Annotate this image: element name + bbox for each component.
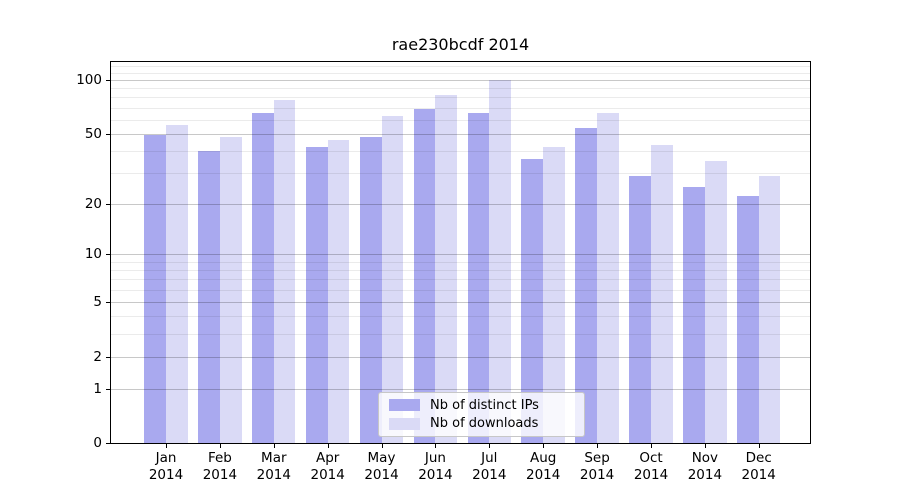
y-tick-label-0: 0 [93,435,102,451]
grid-layer [111,62,810,443]
y-tick-mark-50 [106,133,110,135]
bar-distinct-ips-dec [737,196,759,443]
x-tick-label-mar: Mar 2014 [256,450,291,483]
bar-distinct-ips-mar [252,113,274,443]
chart-title: rae230bcdf 2014 [391,35,530,54]
bar-distinct-ips-may [359,136,382,443]
x-tick-mark-jun [435,444,437,448]
bar-distinct-ips-feb [198,150,220,443]
major-gridline-20 [111,203,810,205]
minor-gridline-80 [111,97,810,99]
minor-gridline-9 [111,261,810,263]
bar-distinct-ips-aug [521,159,544,443]
legend-label-downloads: Nb of downloads [430,416,539,432]
minor-gridline-3 [111,334,810,335]
major-gridline-1 [111,388,810,390]
bar-distinct-ips-apr [305,147,328,443]
bar-distinct-ips-oct [629,175,651,443]
x-tick-label-jul: Jul 2014 [472,450,507,483]
major-gridline-2 [111,356,810,358]
x-tick-mark-may [381,444,383,448]
minor-gridline-30 [111,172,810,174]
bar-downloads-dec [758,175,781,443]
bar-downloads-jul [489,80,511,443]
bar-distinct-ips-jan [144,135,166,443]
x-tick-mark-nov [704,444,706,448]
y-tick-label-2: 2 [93,348,102,365]
y-tick-mark-100 [106,80,110,81]
bar-downloads-jun [435,94,458,443]
y-tick-mark-2 [106,356,110,358]
y-tick-mark-5 [106,302,110,304]
y-tick-label-1: 1 [93,380,102,397]
minor-gridline-40 [111,150,810,152]
bar-distinct-ips-jul [467,113,490,443]
bar-downloads-sep [597,113,619,443]
x-tick-mark-feb [219,444,221,448]
x-tick-mark-aug [543,444,545,448]
bar-distinct-ips-nov [683,186,705,443]
legend-swatch-downloads [389,417,420,430]
y-tick-label-10: 10 [84,246,102,263]
x-tick-label-apr: Apr 2014 [310,450,345,483]
y-tick-mark-1 [106,388,110,390]
y-tick-mark-0 [106,443,110,444]
x-tick-label-may: May 2014 [364,450,399,483]
y-tick-label-5: 5 [93,294,102,311]
legend-swatch-distinct-ips [389,399,420,412]
minor-gridline-90 [111,88,810,90]
x-tick-label-sep: Sep 2014 [579,450,615,483]
y-tick-label-20: 20 [84,195,102,212]
minor-gridline-110 [111,72,810,74]
x-tick-mark-mar [273,444,275,448]
y-tick-label-50: 50 [84,125,102,142]
x-tick-label-jun: Jun 2014 [418,450,453,483]
bar-downloads-apr [327,140,350,443]
bar-downloads-feb [219,136,242,443]
y-tick-mark-20 [106,203,110,205]
x-tick-mark-sep [597,444,599,448]
x-tick-label-jan: Jan 2014 [148,450,184,483]
x-tick-label-dec: Dec 2014 [741,450,776,483]
legend-item-distinct-ips: Nb of distinct IPs [386,398,577,413]
bar-downloads-oct [650,145,673,443]
bars-layer [111,62,810,443]
x-tick-mark-jul [489,444,491,448]
minor-gridline-70 [111,107,810,109]
minor-gridline-60 [111,119,810,121]
y-tick-mark-10 [106,254,110,256]
minor-gridline-120 [111,65,810,67]
x-tick-label-feb: Feb 2014 [202,450,238,483]
bar-distinct-ips-jun [413,108,436,443]
x-tick-mark-jan [166,444,167,448]
bar-downloads-jan [166,125,188,443]
x-tick-mark-apr [327,444,329,448]
y-tick-label-100: 100 [76,72,102,88]
legend-item-downloads: Nb of downloads [386,416,577,431]
legend-label-distinct-ips: Nb of distinct IPs [430,397,539,413]
bar-downloads-aug [543,147,565,443]
plot-area [110,61,811,444]
x-tick-label-aug: Aug 2014 [526,450,561,483]
minor-gridline-7 [111,279,810,281]
major-gridline-10 [111,254,810,256]
bar-distinct-ips-sep [575,127,598,443]
minor-gridline-8 [111,270,810,272]
bar-downloads-nov [704,161,727,443]
x-tick-label-oct: Oct 2014 [633,450,669,483]
major-gridline-50 [111,133,810,135]
major-gridline-5 [111,302,810,304]
legend: Nb of distinct IPs Nb of downloads [378,392,585,437]
major-gridline-100 [111,80,810,81]
minor-gridline-6 [111,290,810,291]
minor-gridline-4 [111,316,810,318]
x-tick-label-nov: Nov 2014 [687,450,723,483]
x-tick-mark-oct [651,444,652,448]
x-tick-mark-dec [758,444,760,448]
